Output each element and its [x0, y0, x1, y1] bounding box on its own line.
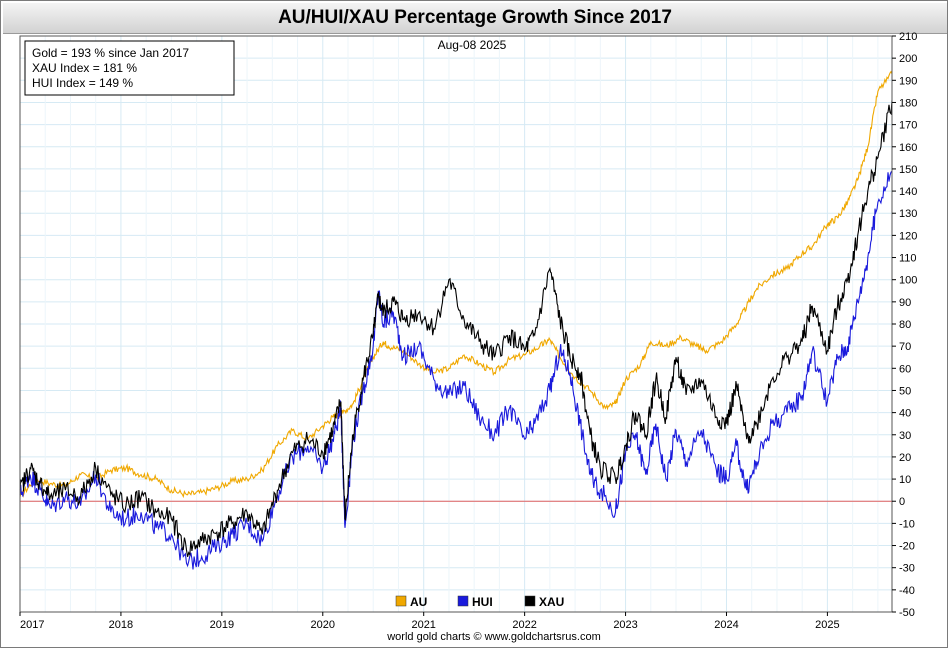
y-tick-label: 110	[899, 253, 917, 265]
y-tick-label: -10	[899, 518, 915, 530]
x-tick-label: 2023	[613, 619, 637, 631]
legend-swatch-xau	[524, 595, 536, 607]
legend-swatch-au	[395, 595, 407, 607]
y-tick-label: 90	[899, 297, 911, 309]
legend-swatch-hui	[457, 595, 469, 607]
y-tick-label: 120	[899, 230, 917, 242]
x-tick-label: 2018	[109, 619, 133, 631]
y-tick-label: 180	[899, 97, 917, 109]
date-label: Aug-08 2025	[438, 38, 507, 52]
series-lines	[19, 70, 893, 570]
legend-label-hui: HUI	[472, 595, 493, 609]
y-tick-label: 140	[899, 186, 917, 198]
y-tick-label: 210	[899, 31, 917, 43]
credit-text: world gold charts © www.goldchartsrus.co…	[386, 631, 601, 643]
y-tick-label: 20	[899, 452, 911, 464]
info-line: XAU Index = 181 %	[32, 61, 137, 75]
x-axis-ticks: 2017 2018 2019 2020 2021 2022 2023 2024 2025	[19, 612, 840, 631]
legend: AU HUI XAU	[395, 595, 564, 609]
info-line: Gold = 193 % since Jan 2017	[32, 46, 189, 60]
series-line-au	[19, 70, 893, 499]
x-tick-label: 2017	[20, 619, 44, 631]
legend-label-xau: XAU	[539, 595, 564, 609]
y-tick-label: 160	[899, 142, 917, 154]
chart-title: AU/HUI/XAU Percentage Growth Since 2017	[278, 7, 672, 28]
y-tick-label: 100	[899, 275, 917, 287]
grid-lines	[19, 35, 892, 613]
x-tick-label: 2024	[714, 619, 738, 631]
y-tick-label: -50	[899, 607, 915, 619]
y-tick-label: -20	[899, 541, 915, 553]
y-tick-label: 50	[899, 385, 911, 397]
x-tick-label: 2020	[311, 619, 335, 631]
legend-label-au: AU	[410, 595, 427, 609]
y-tick-label: 10	[899, 474, 911, 486]
y-tick-label: 60	[899, 363, 911, 375]
x-tick-label: 2025	[815, 619, 839, 631]
y-tick-label: 170	[899, 120, 917, 132]
chart-title-bar: AU/HUI/XAU Percentage Growth Since 2017	[3, 3, 947, 34]
info-line: HUI Index = 149 %	[32, 76, 133, 90]
y-tick-label: 40	[899, 408, 911, 420]
y-tick-label: 200	[899, 53, 917, 65]
y-tick-label: 70	[899, 341, 911, 353]
y-tick-label: 130	[899, 208, 917, 220]
y-tick-label: 0	[899, 496, 905, 508]
y-tick-label: -40	[899, 585, 915, 597]
y-tick-label: 80	[899, 319, 911, 331]
info-box-border	[24, 40, 235, 96]
series-line-xau	[19, 100, 893, 557]
y-tick-label: 150	[899, 164, 917, 176]
x-tick-label: 2019	[210, 619, 234, 631]
y-tick-label: 190	[899, 75, 917, 87]
y-tick-label: 30	[899, 430, 911, 442]
x-tick-label: 2021	[411, 619, 435, 631]
y-tick-label: -30	[899, 563, 915, 575]
x-tick-label: 2022	[512, 619, 536, 631]
series-line-hui	[19, 170, 893, 570]
y-axis-ticks: -50 -40 -30 -20 -10 0 10 20 30 40 50 60 70 80 90 100 110…	[892, 31, 917, 619]
